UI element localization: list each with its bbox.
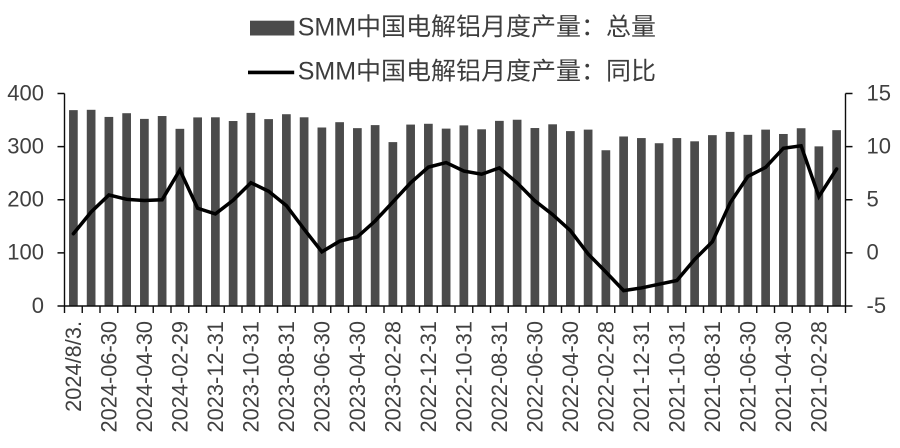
svg-text:0: 0 xyxy=(867,240,879,265)
svg-text:2021-08-31: 2021-08-31 xyxy=(700,321,725,433)
svg-text:2022-02-28: 2022-02-28 xyxy=(593,321,618,433)
svg-text:15: 15 xyxy=(867,80,891,105)
svg-text:2023-10-31: 2023-10-31 xyxy=(238,321,263,433)
svg-text:SMM: SMM xyxy=(298,58,356,86)
svg-text:-5: -5 xyxy=(867,293,887,318)
svg-text:10: 10 xyxy=(867,133,891,158)
svg-text:200: 200 xyxy=(7,187,44,212)
svg-text:2022-10-31: 2022-10-31 xyxy=(451,321,476,433)
svg-text:SMM: SMM xyxy=(298,13,356,41)
svg-text:300: 300 xyxy=(7,133,44,158)
svg-text:400: 400 xyxy=(7,80,44,105)
svg-text:100: 100 xyxy=(7,240,44,265)
svg-text:2021-10-31: 2021-10-31 xyxy=(664,321,689,433)
svg-text:2024-02-29: 2024-02-29 xyxy=(167,321,192,433)
svg-text:2021-06-30: 2021-06-30 xyxy=(735,321,760,433)
svg-text:2021-04-30: 2021-04-30 xyxy=(771,321,796,433)
svg-text:2022-12-31: 2022-12-31 xyxy=(416,321,441,433)
svg-text:2022-06-30: 2022-06-30 xyxy=(522,321,547,433)
svg-text:2021-02-28: 2021-02-28 xyxy=(806,321,831,433)
svg-text:2022-04-30: 2022-04-30 xyxy=(558,321,583,433)
svg-text:2021-12-31: 2021-12-31 xyxy=(629,321,654,433)
svg-text:5: 5 xyxy=(867,187,879,212)
svg-text:2024-04-30: 2024-04-30 xyxy=(132,321,157,433)
svg-text:2023-08-31: 2023-08-31 xyxy=(274,321,299,433)
svg-text:2023-04-30: 2023-04-30 xyxy=(345,321,370,433)
svg-text:2024-06-30: 2024-06-30 xyxy=(96,321,121,433)
svg-text:2023-02-28: 2023-02-28 xyxy=(380,321,405,433)
svg-text:2023-12-31: 2023-12-31 xyxy=(203,321,228,433)
svg-text:2024/8/3.: 2024/8/3. xyxy=(61,321,86,412)
svg-text:0: 0 xyxy=(32,293,44,318)
svg-text:2023-06-30: 2023-06-30 xyxy=(309,321,334,433)
svg-text:2022-08-31: 2022-08-31 xyxy=(487,321,512,433)
